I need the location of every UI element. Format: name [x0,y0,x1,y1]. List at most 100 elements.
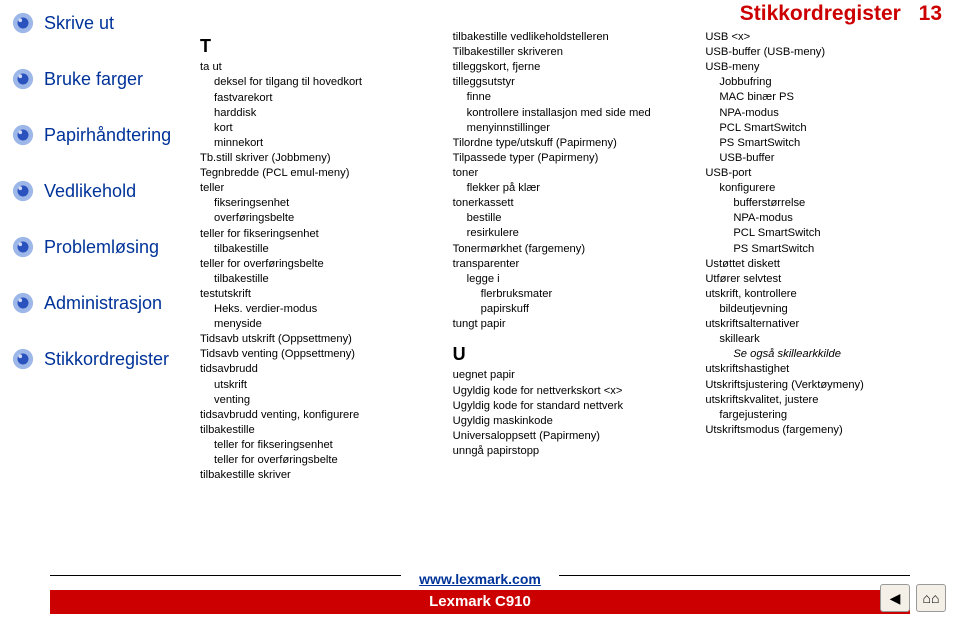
page-number: 13 [919,2,942,25]
index-entry[interactable]: kort [200,121,443,136]
index-entry[interactable]: toner [453,166,696,181]
index-entry[interactable]: tonerkassett [453,196,696,211]
index-entry[interactable]: NPA-modus [705,211,948,226]
index-entry[interactable]: venting [200,393,443,408]
index-entry[interactable]: PCL SmartSwitch [705,226,948,241]
index-entry[interactable]: menyside [200,317,443,332]
index-entry[interactable]: Utskriftsjustering (Verktøymeny) [705,378,948,393]
index-entry[interactable]: fikseringsenhet [200,196,443,211]
sidebar-nav: Skrive ut Bruke farger Papirhåndtering Vedl… [0,0,200,618]
nav-bruke-farger[interactable]: Bruke farger [12,68,192,90]
index-entry[interactable]: tilleggsutstyr [453,75,696,90]
index-entry[interactable]: utskrift, kontrollere [705,287,948,302]
index-entry[interactable]: finne [453,90,696,105]
index-entry[interactable]: Ugyldig kode for standard nettverk [453,399,696,414]
index-entry[interactable]: Utfører selvtest [705,272,948,287]
index-entry[interactable]: Ugyldig maskinkode [453,414,696,429]
nav-skrive-ut[interactable]: Skrive ut [12,12,192,34]
index-entry[interactable]: tilbakestille vedlikeholdstelleren [453,30,696,45]
index-entry[interactable]: resirkulere [453,226,696,241]
index-entry[interactable]: Heks. verdier-modus [200,302,443,317]
nav-papirhandtering[interactable]: Papirhåndtering [12,124,192,146]
index-entry[interactable]: skilleark [705,332,948,347]
back-glyph: ◀ [890,590,901,607]
index-entry[interactable]: Universaloppsett (Papirmeny) [453,429,696,444]
index-entry[interactable]: Se også skillearkkilde [705,347,948,362]
nav-administrasjon[interactable]: Administrasjon [12,292,192,314]
index-entry[interactable]: tungt papir [453,317,696,332]
index-entry[interactable]: USB <x> [705,30,948,45]
index-column-2: tilbakestille vedlikeholdstellerenTilbak… [453,30,696,483]
footer-url-link[interactable]: www.lexmark.com [401,571,559,587]
index-entry[interactable]: legge i [453,272,696,287]
index-entry[interactable]: teller for fikseringsenhet [200,438,443,453]
index-entry[interactable]: kontrollere installasjon med side med me… [453,106,696,136]
nav-stikkordregister[interactable]: Stikkordregister [12,348,192,370]
index-entry[interactable]: Tidsavb utskrift (Oppsettmeny) [200,332,443,347]
index-entry[interactable]: harddisk [200,106,443,121]
index-entry[interactable]: fastvarekort [200,91,443,106]
index-entry[interactable]: PS SmartSwitch [705,136,948,151]
footer: www.lexmark.com Lexmark C910 ◀ ⌂⌂ [0,566,960,618]
index-entry[interactable]: bildeutjevning [705,302,948,317]
index-entry[interactable]: konfigurere [705,181,948,196]
index-entry[interactable]: uegnet papir [453,368,696,383]
index-entry[interactable]: minnekort [200,136,443,151]
index-entry[interactable]: fargejustering [705,408,948,423]
index-entry[interactable]: Ugyldig kode for nettverkskort <x> [453,384,696,399]
index-entry[interactable]: Tilordne type/utskuff (Papirmeny) [453,136,696,151]
index-entry[interactable]: utskriftsalternativer [705,317,948,332]
index-entry[interactable]: Jobbufring [705,75,948,90]
home-icon[interactable]: ⌂⌂ [916,584,946,612]
nav-label: Papirhåndtering [44,125,171,146]
index-entry[interactable]: tilbakestille [200,272,443,287]
index-entry[interactable]: PS SmartSwitch [705,242,948,257]
index-entry[interactable]: papirskuff [453,302,696,317]
index-entry[interactable]: PCL SmartSwitch [705,121,948,136]
index-entry[interactable]: Tidsavb venting (Oppsettmeny) [200,347,443,362]
index-entry[interactable]: Ustøttet diskett [705,257,948,272]
index-entry[interactable]: USB-port [705,166,948,181]
index-entry[interactable]: Utskriftsmodus (fargemeny) [705,423,948,438]
index-entry[interactable]: flerbruksmater [453,287,696,302]
index-entry[interactable]: Tonermørkhet (fargemeny) [453,242,696,257]
index-entry[interactable]: Tilbakestiller skriveren [453,45,696,60]
index-entry[interactable]: bufferstørrelse [705,196,948,211]
index-entry[interactable]: utskrift [200,378,443,393]
index-entry[interactable]: teller [200,181,443,196]
index-entry[interactable]: NPA-modus [705,106,948,121]
index-entry[interactable]: teller for overføringsbelte [200,453,443,468]
back-icon[interactable]: ◀ [880,584,910,612]
index-entry[interactable]: Tilpassede typer (Papirmeny) [453,151,696,166]
index-entry[interactable]: deksel for tilgang til hovedkort [200,75,443,90]
nav-vedlikehold[interactable]: Vedlikehold [12,180,192,202]
index-entry[interactable]: overføringsbelte [200,211,443,226]
index-entry[interactable]: tilbakestille [200,423,443,438]
index-entry[interactable]: USB-buffer [705,151,948,166]
index-entry[interactable]: teller for overføringsbelte [200,257,443,272]
index-entry[interactable]: MAC binær PS [705,90,948,105]
nav-problemlosing[interactable]: Problemløsing [12,236,192,258]
index-entry[interactable]: USB-meny [705,60,948,75]
index-entry[interactable]: ta ut [200,60,443,75]
index-entry[interactable]: tilbakestille [200,242,443,257]
index-entry[interactable]: flekker på klær [453,181,696,196]
index-entry[interactable]: USB-buffer (USB-meny) [705,45,948,60]
nav-label: Bruke farger [44,69,143,90]
index-entry[interactable]: teller for fikseringsenhet [200,227,443,242]
index-entry[interactable]: testutskrift [200,287,443,302]
index-column-3: USB <x>USB-buffer (USB-meny)USB-menyJobb… [705,30,948,483]
index-entry[interactable]: tilbakestille skriver [200,468,443,483]
index-entry[interactable]: Tegnbredde (PCL emul-meny) [200,166,443,181]
index-entry[interactable]: bestille [453,211,696,226]
index-entry[interactable]: Tb.still skriver (Jobbmeny) [200,151,443,166]
index-entry[interactable]: tilleggskort, fjerne [453,60,696,75]
index-entry[interactable]: transparenter [453,257,696,272]
index-entry[interactable]: utskriftskvalitet, justere [705,393,948,408]
home-glyph: ⌂⌂ [923,590,940,606]
index-entry[interactable]: unngå papirstopp [453,444,696,459]
index-entry[interactable]: utskriftshastighet [705,362,948,377]
index-entry[interactable]: tidsavbrudd [200,362,443,377]
index-entry[interactable]: tidsavbrudd venting, konfigurere [200,408,443,423]
nav-label: Skrive ut [44,13,114,34]
